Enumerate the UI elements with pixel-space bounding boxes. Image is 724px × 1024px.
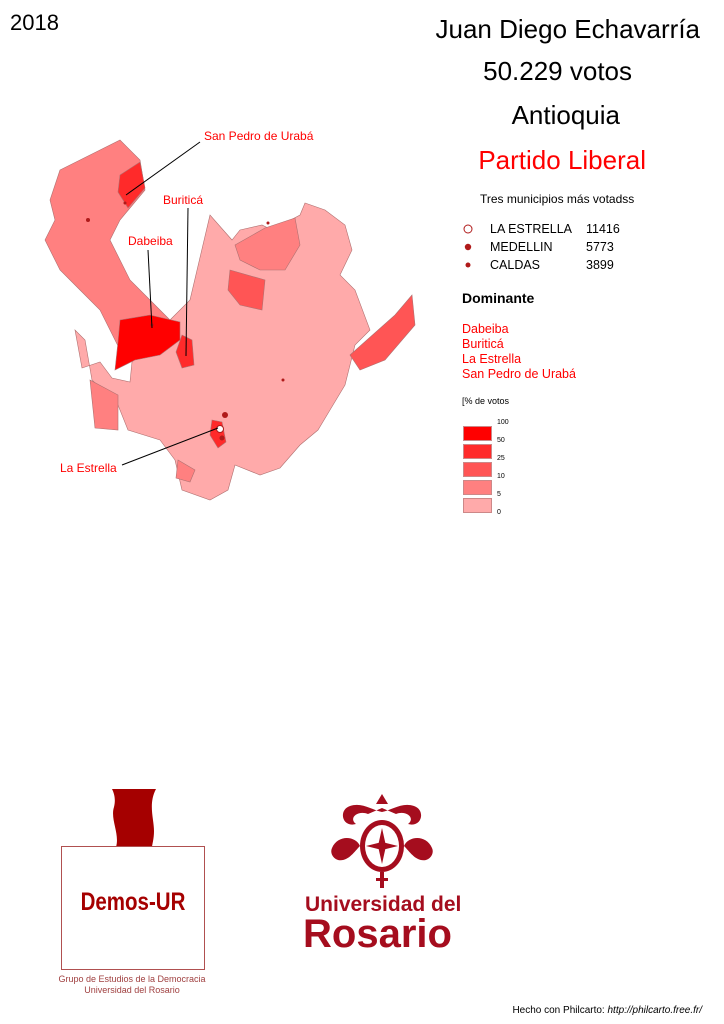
legend-tick: 50 <box>497 437 505 444</box>
department: Antioquia <box>511 100 620 130</box>
top-municipalities-title: Tres municipios más votadss <box>480 192 635 206</box>
region-northeast <box>227 269 266 311</box>
rosario-logo-line2: Rosario <box>303 912 452 956</box>
municipality-name: MEDELLIN <box>490 240 553 254</box>
dominant-item: La Estrella <box>462 352 522 366</box>
credit: Hecho con Philcarto: http://philcarto.fr… <box>512 1005 702 1016</box>
rosario-logo-line1: Universidad del <box>305 893 462 916</box>
top-row: LA ESTRELLA 11416 <box>462 222 620 237</box>
legend-title: [% de votos <box>462 396 510 406</box>
hollow-circle-icon <box>463 224 473 234</box>
legend-tick: 25 <box>497 455 505 462</box>
map-label-dabeiba: Dabeiba <box>128 234 173 248</box>
credit-link[interactable]: http://philcarto.free.fr/ <box>607 1005 703 1016</box>
dominant-title: Dominante <box>462 290 535 306</box>
party: Partido Liberal <box>478 145 646 175</box>
region-antioquia <box>74 202 371 501</box>
municipality-name: LA ESTRELLA <box>490 222 572 236</box>
legend-swatch <box>463 480 492 495</box>
choropleth-map <box>44 139 416 501</box>
year: 2018 <box>10 10 59 35</box>
symbol-medellin <box>222 412 228 418</box>
demos-caption-2: Universidad del Rosario <box>84 985 180 995</box>
legend-tick: 0 <box>497 509 501 516</box>
legend-swatch <box>463 444 492 459</box>
region-san-pedro <box>117 161 146 209</box>
credit-text: Hecho con Philcarto: <box>512 1005 605 1016</box>
filled-circle-icon <box>464 243 472 251</box>
demos-logo-box <box>61 846 205 970</box>
legend-swatch <box>463 462 492 477</box>
municipality-value: 3899 <box>586 258 614 272</box>
municipality-value: 11416 <box>586 222 620 236</box>
region-dabeiba <box>114 314 181 371</box>
map-label-buritica: Buriticá <box>163 193 204 207</box>
demos-logo-text: Demos-UR <box>80 888 186 916</box>
region-buritica <box>175 334 195 369</box>
top-row: MEDELLIN 5773 <box>462 240 614 255</box>
symbol-caldas <box>219 435 225 441</box>
municipality-name: CALDAS <box>490 258 541 272</box>
demos-caption-1: Grupo de Estudios de la Democracia <box>58 974 206 984</box>
demos-ribbon-logo <box>112 789 156 847</box>
dominant-item: Dabeiba <box>462 322 509 336</box>
candidate-name: Juan Diego Echavarría <box>435 14 700 44</box>
legend-swatch <box>463 498 492 513</box>
region-south <box>175 459 196 483</box>
legend-tick: 5 <box>497 491 501 498</box>
top-row: CALDAS 3899 <box>462 258 614 273</box>
symbol-la-estrella <box>216 425 224 433</box>
demos-caption: Grupo de Estudios de la Democracia Unive… <box>40 974 224 996</box>
vote-count: 50.229 votos <box>483 56 632 86</box>
map-label-la-estrella: La Estrella <box>60 461 117 475</box>
region-east <box>349 294 416 371</box>
map-label-san-pedro: San Pedro de Urabá <box>204 129 314 143</box>
region-north <box>234 217 301 271</box>
dominant-item: Buriticá <box>462 337 504 351</box>
legend-swatch <box>463 426 492 441</box>
dominant-item: San Pedro de Urabá <box>462 367 576 381</box>
small-circle-icon <box>465 262 471 268</box>
legend-tick: 10 <box>497 473 505 480</box>
legend-tick: 100 <box>497 419 509 426</box>
rosario-crest-logo <box>331 794 433 888</box>
region-west <box>89 379 119 431</box>
municipality-value: 5773 <box>586 240 614 254</box>
